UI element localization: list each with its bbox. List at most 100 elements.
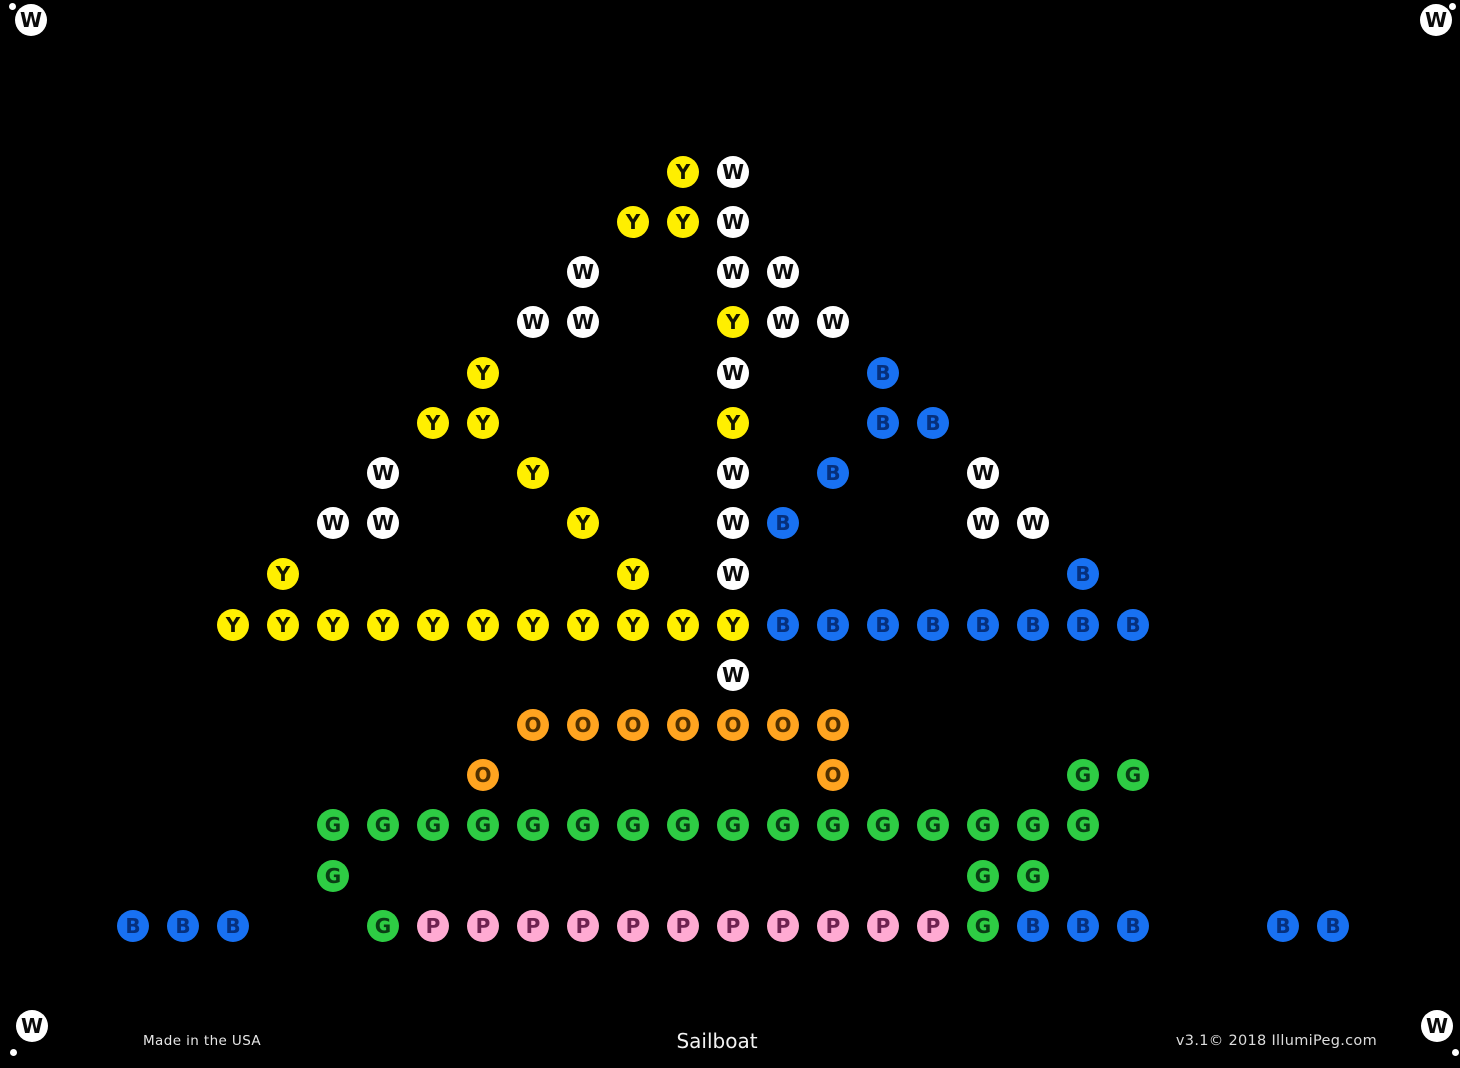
peg-yellow[interactable]: Y [567,609,599,641]
peg-green[interactable]: G [317,860,349,892]
peg-white[interactable]: W [567,306,599,338]
peg-pink[interactable]: P [817,910,849,942]
peg-green[interactable]: G [767,809,799,841]
peg-blue[interactable]: B [217,910,249,942]
peg-pink[interactable]: P [767,910,799,942]
corner-peg-white[interactable]: W [1421,1010,1453,1042]
peg-blue[interactable]: B [817,457,849,489]
peg-white[interactable]: W [517,306,549,338]
peg-yellow[interactable]: Y [217,609,249,641]
peg-blue[interactable]: B [1067,910,1099,942]
peg-blue[interactable]: B [1017,609,1049,641]
peg-white[interactable]: W [717,507,749,539]
peg-pink[interactable]: P [667,910,699,942]
peg-green[interactable]: G [917,809,949,841]
peg-pink[interactable]: P [617,910,649,942]
peg-white[interactable]: W [717,659,749,691]
peg-yellow[interactable]: Y [467,357,499,389]
peg-green[interactable]: G [967,910,999,942]
peg-pink[interactable]: P [517,910,549,942]
peg-orange[interactable]: O [667,709,699,741]
peg-green[interactable]: G [567,809,599,841]
peg-green[interactable]: G [1017,809,1049,841]
peg-green[interactable]: G [517,809,549,841]
peg-pink[interactable]: P [567,910,599,942]
peg-green[interactable]: G [417,809,449,841]
peg-blue[interactable]: B [1017,910,1049,942]
peg-yellow[interactable]: Y [267,558,299,590]
peg-pink[interactable]: P [867,910,899,942]
peg-white[interactable]: W [717,357,749,389]
peg-yellow[interactable]: Y [417,407,449,439]
peg-yellow[interactable]: Y [717,407,749,439]
peg-blue[interactable]: B [917,407,949,439]
peg-green[interactable]: G [367,809,399,841]
peg-orange[interactable]: O [517,709,549,741]
peg-yellow[interactable]: Y [517,457,549,489]
peg-yellow[interactable]: Y [467,609,499,641]
peg-yellow[interactable]: Y [467,407,499,439]
corner-peg-white[interactable]: W [15,4,47,36]
peg-blue[interactable]: B [1117,609,1149,641]
peg-white[interactable]: W [567,256,599,288]
peg-blue[interactable]: B [167,910,199,942]
peg-green[interactable]: G [317,809,349,841]
peg-yellow[interactable]: Y [667,156,699,188]
peg-orange[interactable]: O [467,759,499,791]
peg-blue[interactable]: B [1067,609,1099,641]
peg-blue[interactable]: B [1317,910,1349,942]
peg-blue[interactable]: B [867,609,899,641]
peg-yellow[interactable]: Y [567,507,599,539]
peg-yellow[interactable]: Y [317,609,349,641]
peg-white[interactable]: W [967,507,999,539]
peg-orange[interactable]: O [567,709,599,741]
peg-pink[interactable]: P [467,910,499,942]
peg-white[interactable]: W [317,507,349,539]
peg-green[interactable]: G [1117,759,1149,791]
peg-green[interactable]: G [867,809,899,841]
peg-yellow[interactable]: Y [267,609,299,641]
peg-white[interactable]: W [767,306,799,338]
peg-blue[interactable]: B [867,407,899,439]
peg-yellow[interactable]: Y [367,609,399,641]
peg-green[interactable]: G [467,809,499,841]
peg-blue[interactable]: B [817,609,849,641]
peg-white[interactable]: W [717,558,749,590]
peg-blue[interactable]: B [1267,910,1299,942]
peg-white[interactable]: W [967,457,999,489]
peg-green[interactable]: G [967,809,999,841]
peg-green[interactable]: G [1017,860,1049,892]
peg-yellow[interactable]: Y [717,609,749,641]
peg-green[interactable]: G [717,809,749,841]
peg-yellow[interactable]: Y [617,206,649,238]
peg-yellow[interactable]: Y [617,609,649,641]
peg-blue[interactable]: B [1117,910,1149,942]
peg-orange[interactable]: O [717,709,749,741]
peg-green[interactable]: G [817,809,849,841]
peg-blue[interactable]: B [1067,558,1099,590]
peg-orange[interactable]: O [617,709,649,741]
peg-green[interactable]: G [667,809,699,841]
peg-blue[interactable]: B [917,609,949,641]
peg-white[interactable]: W [367,457,399,489]
peg-yellow[interactable]: Y [667,206,699,238]
peg-blue[interactable]: B [967,609,999,641]
peg-blue[interactable]: B [767,507,799,539]
peg-white[interactable]: W [717,256,749,288]
peg-white[interactable]: W [767,256,799,288]
peg-orange[interactable]: O [767,709,799,741]
corner-peg-white[interactable]: W [1420,4,1452,36]
peg-orange[interactable]: O [817,759,849,791]
peg-white[interactable]: W [1017,507,1049,539]
peg-blue[interactable]: B [117,910,149,942]
peg-blue[interactable]: B [767,609,799,641]
peg-yellow[interactable]: Y [517,609,549,641]
peg-yellow[interactable]: Y [717,306,749,338]
peg-green[interactable]: G [617,809,649,841]
peg-yellow[interactable]: Y [667,609,699,641]
peg-white[interactable]: W [717,457,749,489]
peg-green[interactable]: G [967,860,999,892]
peg-white[interactable]: W [717,206,749,238]
peg-pink[interactable]: P [417,910,449,942]
peg-orange[interactable]: O [817,709,849,741]
